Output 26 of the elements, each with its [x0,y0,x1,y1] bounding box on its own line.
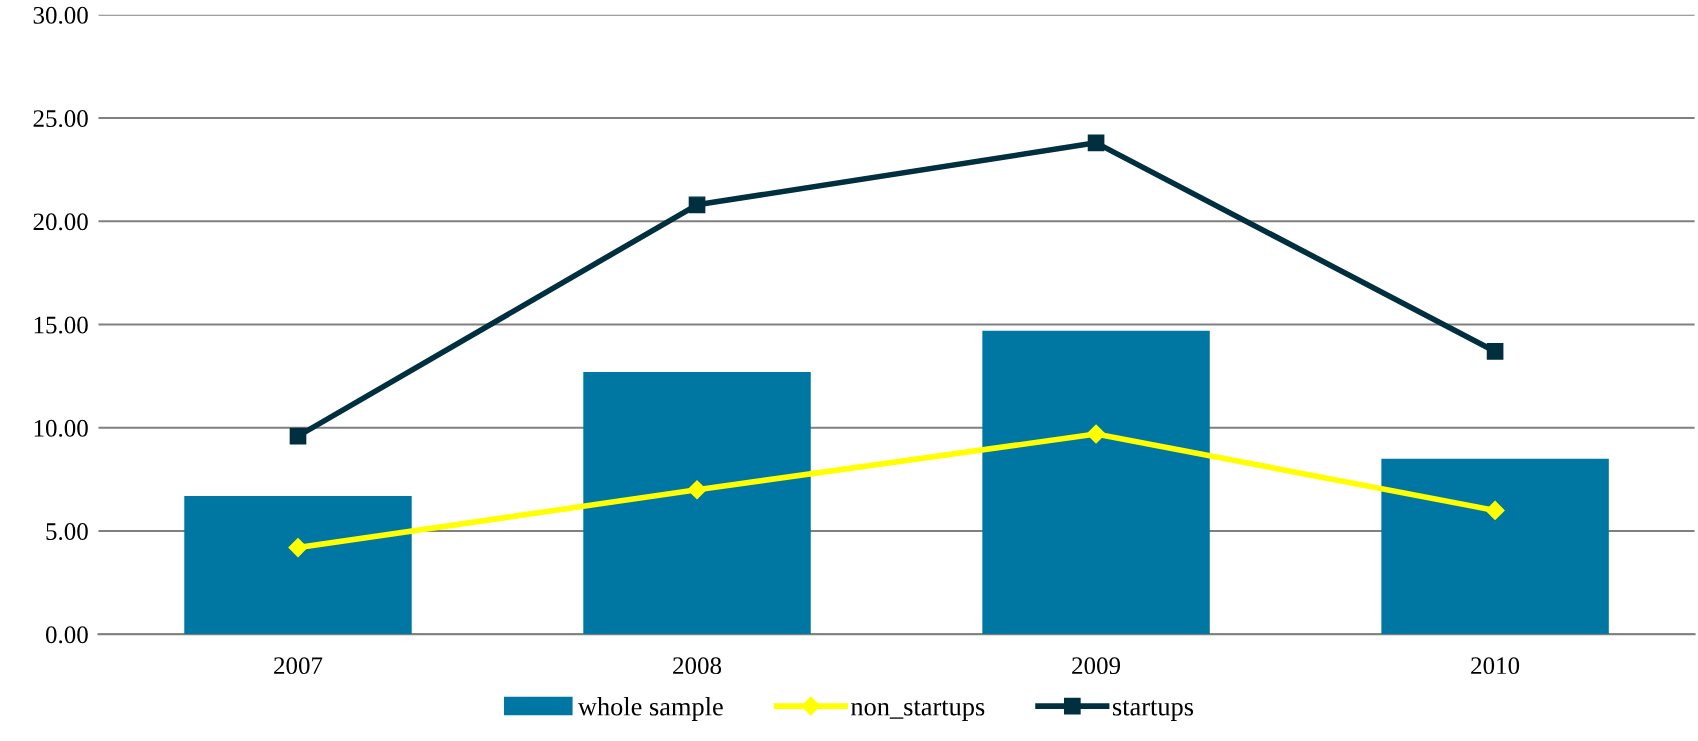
legend-label: non_startups [850,700,985,721]
point [288,538,308,558]
y-tick-label: 10.00 [34,419,88,437]
y-tick-label: 0.00 [45,626,88,644]
bar [1381,458,1609,635]
point [289,427,307,445]
y-tick-label: 15.00 [34,316,88,334]
x-tick-label: 2008 [673,657,722,675]
point [688,196,706,214]
bar [982,330,1210,635]
y-tick-label: 30.00 [33,6,88,24]
x-tick-label: 2009 [1072,657,1121,675]
y-tick-label: 20.00 [33,213,88,231]
bar [583,372,811,635]
y-tick-label: 5.00 [46,523,88,541]
legend-label: startups [1113,700,1194,721]
point [1086,424,1106,444]
legend-label: whole sample [577,697,723,721]
point [1087,134,1105,152]
x-tick-label: 2010 [1471,657,1520,675]
point [1485,500,1505,520]
point [1486,343,1504,360]
point [687,480,707,500]
x-tick-label: 2007 [274,657,323,675]
bar [184,495,412,635]
y-tick-label: 25.00 [33,110,88,128]
